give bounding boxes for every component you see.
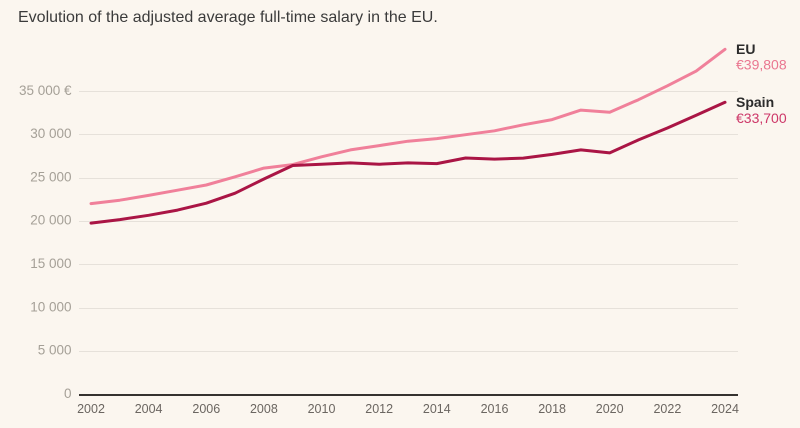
svg-text:2024: 2024 (711, 402, 739, 416)
svg-text:EU: EU (736, 41, 755, 57)
svg-text:2014: 2014 (423, 402, 451, 416)
svg-text:2002: 2002 (77, 402, 105, 416)
svg-text:2008: 2008 (250, 402, 278, 416)
svg-text:2022: 2022 (653, 402, 681, 416)
svg-text:2006: 2006 (192, 402, 220, 416)
svg-text:2004: 2004 (135, 402, 163, 416)
svg-text:15 000: 15 000 (30, 256, 71, 271)
svg-text:10 000: 10 000 (30, 299, 71, 314)
svg-text:2018: 2018 (538, 402, 566, 416)
svg-text:25 000: 25 000 (30, 169, 71, 184)
svg-text:35 000 €: 35 000 € (19, 83, 72, 98)
svg-text:30 000: 30 000 (30, 126, 71, 141)
svg-text:5 000: 5 000 (38, 343, 72, 358)
svg-text:2020: 2020 (596, 402, 624, 416)
svg-text:2012: 2012 (365, 402, 393, 416)
svg-text:Spain: Spain (736, 94, 774, 110)
svg-text:€33,700: €33,700 (736, 110, 787, 126)
svg-text:0: 0 (64, 386, 72, 401)
svg-text:20 000: 20 000 (30, 213, 71, 228)
svg-text:2016: 2016 (481, 402, 509, 416)
svg-text:2010: 2010 (308, 402, 336, 416)
svg-text:€39,808: €39,808 (736, 57, 787, 73)
